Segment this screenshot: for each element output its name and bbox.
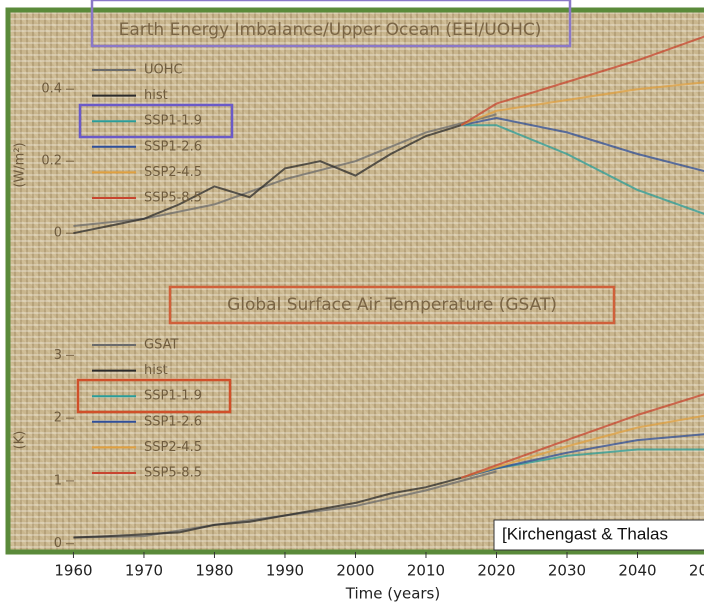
x-tick-label: 1960 <box>54 562 92 580</box>
legend-label: SSP1-1.9 <box>144 114 202 129</box>
legend-label: SSP1-1.9 <box>144 389 202 404</box>
series-line <box>461 434 704 478</box>
chart: Earth Energy Imbalance/Upper Ocean (EEI/… <box>0 0 704 606</box>
x-tick-label: 2040 <box>618 562 656 580</box>
x-tick-label: 1980 <box>195 562 233 580</box>
page: {"chart_data": [ {"type": "line", "title… <box>0 0 704 606</box>
x-tick-label: 2050 <box>689 562 704 580</box>
legend-label: SSP5-8.5 <box>144 466 202 481</box>
y-tick-label: 2 <box>54 411 62 426</box>
y-tick-label: 0.2 <box>41 154 62 169</box>
plots: Earth Energy Imbalance/Upper Ocean (EEI/… <box>13 20 704 603</box>
x-tick-label: 1970 <box>125 562 163 580</box>
legend-label: hist <box>144 363 168 378</box>
panel-title: Global Surface Air Temperature (GSAT) <box>227 295 557 315</box>
legend-label: GSAT <box>144 338 178 353</box>
x-axis-label: Time (years) <box>345 585 440 603</box>
y-axis-label: (K) <box>13 431 28 450</box>
series-line <box>461 35 704 125</box>
legend-label: SSP5-8.5 <box>144 191 202 206</box>
x-tick-label: 2030 <box>548 562 586 580</box>
y-axis-label: (W/m²) <box>13 142 28 187</box>
series-line <box>73 478 461 538</box>
x-tick-label: 2010 <box>407 562 445 580</box>
legend-label: SSP1-2.6 <box>144 414 202 429</box>
y-tick-label: 0.4 <box>41 82 62 97</box>
y-tick-label: 1 <box>54 473 62 488</box>
series-line <box>73 472 496 538</box>
series-line <box>461 450 704 478</box>
series-line <box>73 114 496 226</box>
legend-label: hist <box>144 88 168 103</box>
legend-label: SSP2-4.5 <box>144 440 202 455</box>
source: [Kirchengast & Thalas <box>502 524 668 543</box>
y-tick-label: 0 <box>54 536 62 551</box>
screenshot: Earth Energy Imbalance/Upper Ocean (EEI/… <box>0 0 704 606</box>
legend-label: UOHC <box>144 63 183 78</box>
legend-label: SSP1-2.6 <box>144 139 202 154</box>
frame <box>8 10 704 552</box>
y-tick-label: 0 <box>54 226 62 241</box>
x-tick-label: 2020 <box>477 562 515 580</box>
series-line <box>461 393 704 478</box>
x-tick-label: 2000 <box>336 562 374 580</box>
series-line <box>461 125 704 215</box>
panel-title: Earth Energy Imbalance/Upper Ocean (EEI/… <box>119 20 542 40</box>
y-tick-label: 3 <box>54 348 62 363</box>
x-tick-label: 1990 <box>266 562 304 580</box>
legend-label: SSP2-4.5 <box>144 165 202 180</box>
